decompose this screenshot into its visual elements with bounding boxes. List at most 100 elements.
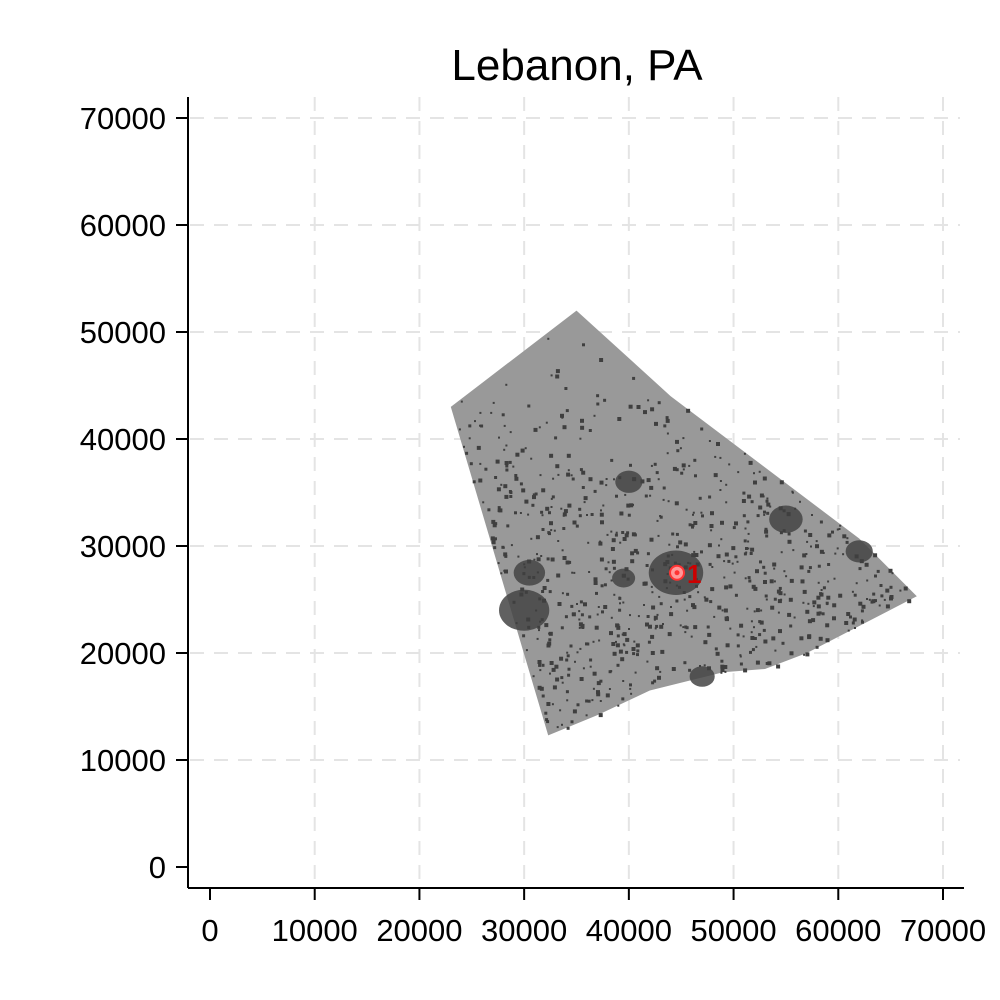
speckle bbox=[476, 445, 481, 450]
speckle bbox=[728, 463, 731, 466]
speckle bbox=[709, 600, 713, 604]
speckle bbox=[842, 553, 845, 556]
speckle bbox=[632, 652, 636, 656]
speckle bbox=[599, 480, 604, 485]
speckle bbox=[817, 564, 821, 568]
speckle bbox=[588, 615, 592, 619]
speckle bbox=[690, 635, 693, 638]
speckle bbox=[542, 598, 546, 603]
speckle bbox=[851, 590, 854, 593]
speckle bbox=[720, 538, 723, 541]
speckle bbox=[659, 515, 663, 519]
speckle bbox=[681, 463, 686, 468]
speckle bbox=[700, 550, 703, 554]
speckle bbox=[474, 420, 476, 423]
speckle bbox=[599, 700, 602, 702]
speckle bbox=[748, 579, 752, 583]
speckle bbox=[889, 595, 894, 599]
speckle bbox=[599, 679, 603, 683]
speckle bbox=[706, 625, 710, 629]
speckle bbox=[495, 459, 500, 464]
x-tick-label: 60000 bbox=[795, 913, 881, 948]
speckle bbox=[536, 553, 538, 556]
speckle bbox=[695, 578, 698, 581]
speckle bbox=[580, 623, 585, 628]
speckle bbox=[747, 576, 751, 580]
speckle bbox=[777, 611, 780, 614]
speckle bbox=[512, 600, 516, 604]
speckle bbox=[538, 426, 541, 429]
speckle bbox=[619, 602, 621, 605]
speckle bbox=[539, 686, 544, 691]
speckle bbox=[637, 615, 640, 618]
speckle bbox=[492, 401, 495, 404]
speckle bbox=[650, 634, 655, 639]
speckle bbox=[713, 615, 716, 618]
speckle bbox=[665, 416, 669, 420]
speckle bbox=[853, 593, 857, 597]
speckle bbox=[565, 409, 569, 413]
x-tick-label: 10000 bbox=[272, 913, 358, 948]
speckle bbox=[625, 637, 630, 642]
speckle bbox=[666, 432, 669, 435]
speckle bbox=[539, 474, 542, 477]
data-points: 1 bbox=[669, 559, 701, 589]
speckle bbox=[778, 629, 782, 634]
speckle bbox=[559, 656, 564, 661]
speckle bbox=[600, 584, 604, 588]
speckle bbox=[868, 598, 871, 601]
speckle bbox=[651, 591, 654, 594]
speckle bbox=[763, 639, 768, 644]
speckle bbox=[682, 591, 686, 594]
speckle bbox=[508, 460, 512, 464]
speckle bbox=[590, 513, 594, 516]
speckle bbox=[617, 704, 620, 707]
x-tick-label: 20000 bbox=[376, 913, 462, 948]
speckle bbox=[770, 605, 775, 610]
speckle bbox=[549, 453, 554, 458]
speckle bbox=[765, 499, 769, 503]
speckle bbox=[565, 658, 569, 662]
speckle bbox=[646, 552, 650, 556]
speckle bbox=[741, 499, 746, 503]
speckle bbox=[822, 586, 826, 590]
speckle bbox=[707, 543, 712, 548]
speckle bbox=[503, 484, 508, 489]
speckle bbox=[807, 569, 811, 573]
speckle bbox=[695, 562, 700, 567]
speckle bbox=[751, 584, 756, 589]
y-tick-label: 70000 bbox=[80, 101, 166, 136]
speckle bbox=[629, 503, 634, 508]
speckle bbox=[608, 688, 611, 690]
speckle bbox=[708, 440, 711, 442]
speckle bbox=[548, 632, 551, 635]
speckle bbox=[566, 592, 570, 596]
speckle bbox=[655, 471, 659, 475]
speckle bbox=[724, 552, 729, 557]
speckle bbox=[583, 496, 588, 501]
speckle bbox=[675, 439, 679, 444]
speckle bbox=[680, 471, 684, 475]
speckle bbox=[581, 486, 585, 489]
speckle bbox=[725, 643, 730, 648]
speckle bbox=[874, 599, 877, 603]
speckle bbox=[855, 582, 858, 585]
speckle bbox=[505, 464, 509, 468]
speckle bbox=[734, 555, 738, 559]
speckle bbox=[693, 550, 696, 553]
y-tick-label: 50000 bbox=[80, 315, 166, 350]
speckle bbox=[564, 387, 568, 390]
speckle bbox=[776, 664, 781, 669]
speckle bbox=[800, 579, 805, 584]
speckle bbox=[617, 417, 622, 421]
speckle bbox=[546, 702, 551, 706]
speckle bbox=[805, 652, 810, 657]
speckle bbox=[632, 376, 636, 380]
speckle bbox=[560, 626, 564, 630]
speckle bbox=[766, 511, 770, 515]
speckle bbox=[536, 571, 539, 574]
speckle bbox=[826, 603, 829, 606]
speckle bbox=[659, 624, 664, 629]
speckle bbox=[494, 476, 498, 479]
